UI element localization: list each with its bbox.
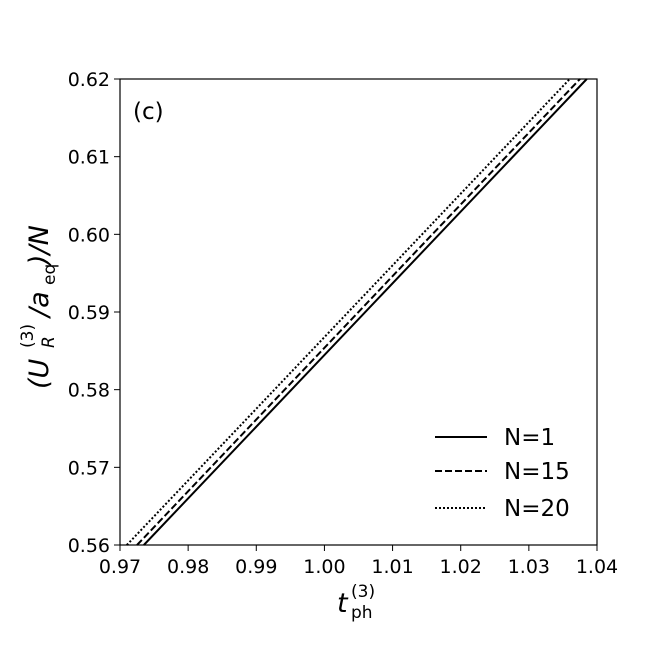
y-label-sub: R: [39, 336, 59, 348]
panel-label: (c): [133, 99, 164, 125]
y-tick-label: 0.56: [68, 535, 110, 557]
series-line-n1: [143, 78, 588, 546]
y-tick-label: 0.59: [68, 302, 110, 324]
y-label-mid: /a: [24, 291, 55, 319]
x-tick-label: 0.99: [235, 556, 277, 578]
x-tick-label: 1.00: [303, 556, 345, 578]
y-label-open: (U: [24, 358, 55, 389]
x-label-sub: ph: [351, 603, 373, 623]
y-label-close: )/N: [24, 225, 55, 267]
y-label-sub2: eq: [40, 264, 60, 285]
y-axis-ticks: 0.56 0.57 0.58 0.59 0.60 0.61 0.62: [68, 69, 120, 557]
x-tick-label: 0.98: [167, 556, 209, 578]
legend-label-n1: N=1: [504, 425, 555, 451]
x-tick-label: 1.01: [371, 556, 413, 578]
x-axis-label: t (3) ph: [337, 582, 375, 623]
y-label-sup: (3): [18, 324, 38, 348]
y-tick-label: 0.61: [68, 147, 110, 169]
series-line-n15: [136, 78, 581, 546]
y-axis-label: (U (3) R /a eq )/N: [18, 225, 60, 389]
x-tick-label: 0.97: [99, 556, 141, 578]
x-tick-label: 1.03: [508, 556, 550, 578]
y-tick-label: 0.57: [68, 457, 110, 479]
series-lines: [126, 78, 588, 546]
x-axis-ticks: 0.97 0.98 0.99 1.00 1.01 1.02 1.03 1.04: [99, 545, 618, 578]
x-label-base: t: [337, 588, 349, 619]
legend-label-n20: N=20: [504, 496, 570, 522]
x-tick-label: 1.04: [576, 556, 618, 578]
x-tick-label: 1.02: [440, 556, 482, 578]
x-label-sup: (3): [351, 582, 375, 602]
legend: N=1 N=15 N=20: [435, 425, 570, 522]
series-line-n20: [126, 78, 571, 546]
y-tick-label: 0.62: [68, 69, 110, 91]
y-tick-label: 0.58: [68, 380, 110, 402]
legend-label-n15: N=15: [504, 459, 570, 485]
y-tick-label: 0.60: [68, 224, 110, 246]
